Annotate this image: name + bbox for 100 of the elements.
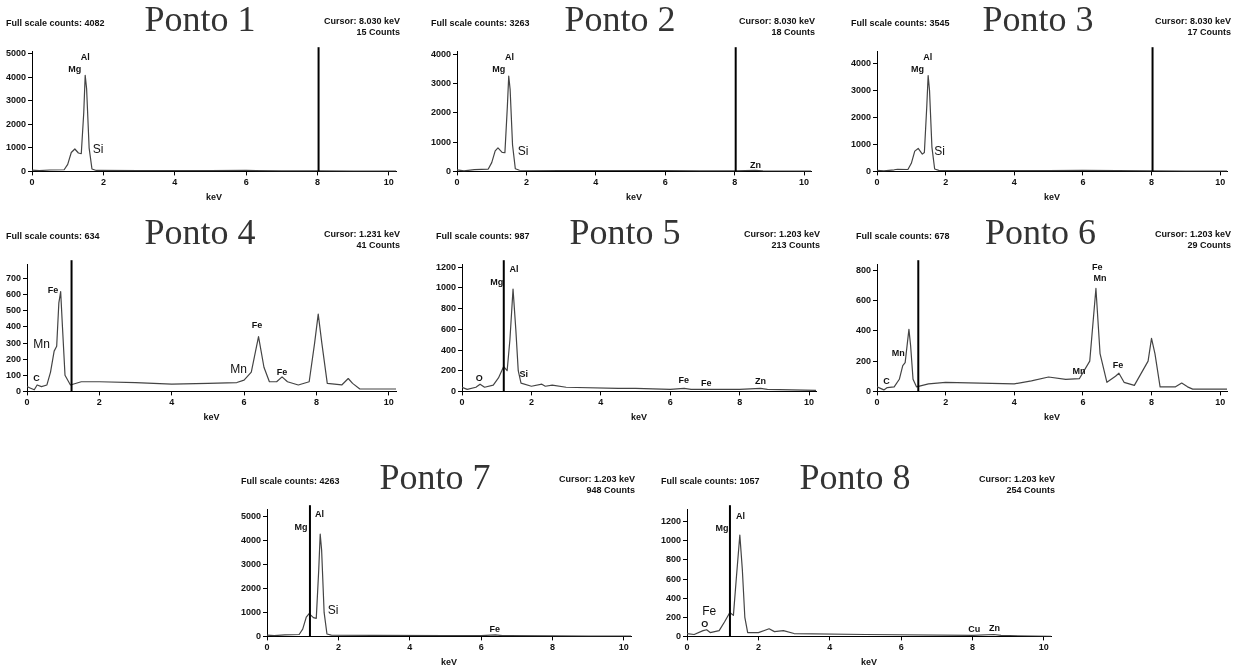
y-tick-label: 4000 (240, 534, 262, 545)
x-axis-title: keV (203, 412, 220, 423)
y-tick-label: 2000 (850, 111, 872, 122)
text: Cursor: 8.030 keV (323, 16, 400, 27)
x-axis-title: keV (206, 192, 223, 203)
chart-title: Ponto 1 (144, 0, 256, 40)
y-tick-label: 400 (440, 344, 457, 355)
text: Cursor: 1.203 keV (1154, 229, 1231, 240)
annotation: Al (736, 511, 746, 522)
y-tick-label: 200 (855, 355, 872, 366)
text: Full scale counts: 3263 (431, 18, 530, 29)
y-tick-label: 4000 (430, 48, 452, 59)
x-tick-label: 6 (667, 397, 673, 408)
text: Cursor: 1.203 keV (558, 474, 635, 485)
text: Cursor: 8.030 keV (738, 16, 815, 27)
text: Cursor: 1.231 keV (323, 229, 400, 240)
x-tick-label: 2 (528, 397, 534, 408)
x-tick-label: 0 (264, 642, 270, 653)
text: 15 Counts (356, 27, 400, 38)
annotation: Si (517, 144, 529, 159)
annotation: Cu (968, 623, 981, 634)
y-tick-label: 0 (866, 165, 872, 176)
y-tick-label: 0 (866, 385, 872, 396)
annotation: Al (504, 52, 514, 63)
annotation: Al (80, 52, 90, 63)
annotation: Fe (678, 375, 690, 386)
y-tick-label: 600 (5, 289, 22, 300)
x-axis-title: keV (441, 657, 458, 668)
x-tick-label: 2 (943, 397, 949, 408)
chart-title: Ponto 3 (982, 0, 1094, 40)
x-tick-label: 10 (799, 177, 810, 188)
x-tick-label: 4 (1011, 397, 1017, 408)
y-tick-label: 0 (21, 165, 27, 176)
text: 41 Counts (356, 240, 400, 251)
text: Full scale counts: 634 (6, 231, 100, 242)
annotation: Si (934, 144, 945, 159)
annotation: Mg (492, 64, 506, 75)
y-tick-label: 2000 (240, 582, 262, 593)
x-tick-label: 2 (523, 177, 529, 188)
annotation: C (883, 376, 891, 387)
chart-title: Ponto 5 (569, 212, 681, 253)
y-tick-label: 0 (256, 630, 262, 641)
text: Full scale counts: 4263 (241, 476, 340, 487)
text: 17 Counts (1187, 27, 1231, 38)
annotation: Zn (749, 160, 761, 171)
annotation: Mn (1072, 365, 1086, 376)
x-tick-label: 4 (407, 642, 413, 653)
x-tick-label: 0 (459, 397, 465, 408)
x-tick-label: 8 (313, 397, 319, 408)
y-tick-label: 0 (16, 385, 22, 396)
annotation: Al (509, 264, 519, 275)
annotation: Si (92, 141, 104, 156)
y-tick-label: 1000 (240, 606, 262, 617)
x-tick-label: 0 (874, 397, 880, 408)
y-tick-label: 5000 (5, 48, 27, 59)
x-tick-label: 6 (243, 177, 249, 188)
annotation: C (33, 373, 41, 384)
text: Cursor: 1.203 keV (978, 474, 1055, 485)
x-tick-label: 6 (241, 397, 247, 408)
text: 18 Counts (771, 27, 815, 38)
y-tick-label: 0 (451, 385, 457, 396)
annotation: Zn (989, 622, 1001, 633)
text: 213 Counts (771, 240, 820, 251)
annotation: Fe (276, 366, 288, 377)
y-tick-label: 200 (665, 611, 682, 622)
y-tick-label: 1000 (5, 142, 27, 153)
x-tick-label: 8 (1149, 177, 1155, 188)
annotation: Mg (715, 523, 729, 534)
x-tick-label: 10 (1215, 397, 1226, 408)
x-tick-label: 10 (383, 397, 394, 408)
y-tick-label: 1000 (430, 136, 452, 147)
text: Full scale counts: 987 (436, 231, 530, 242)
annotation: Zn (754, 375, 766, 386)
x-tick-label: 8 (1149, 397, 1155, 408)
y-tick-label: 1000 (850, 138, 872, 149)
text: 948 Counts (586, 485, 635, 496)
text: Full scale counts: 678 (856, 231, 950, 242)
x-axis-title: keV (861, 657, 878, 668)
x-tick-label: 8 (549, 642, 555, 653)
x-tick-label: 4 (1011, 177, 1017, 188)
y-tick-label: 500 (5, 305, 22, 316)
y-tick-label: 300 (5, 337, 22, 348)
x-tick-label: 0 (684, 642, 690, 653)
annotation: Mg (294, 522, 308, 533)
y-tick-label: 1000 (435, 282, 457, 293)
x-tick-label: 8 (732, 177, 738, 188)
chart-title: Ponto 7 (379, 457, 491, 498)
x-axis-title: keV (631, 412, 648, 423)
x-tick-label: 10 (383, 177, 394, 188)
annotation: Fe (701, 378, 712, 389)
annotation: Fe (47, 284, 59, 295)
x-tick-label: 6 (478, 642, 484, 653)
y-tick-label: 800 (665, 554, 682, 565)
x-tick-label: 4 (169, 397, 175, 408)
x-tick-label: 4 (172, 177, 178, 188)
y-tick-label: 1000 (660, 535, 682, 546)
text: 29 Counts (1187, 240, 1231, 251)
annotation: Al (923, 52, 933, 63)
x-tick-label: 0 (29, 177, 35, 188)
y-tick-label: 400 (665, 592, 682, 603)
